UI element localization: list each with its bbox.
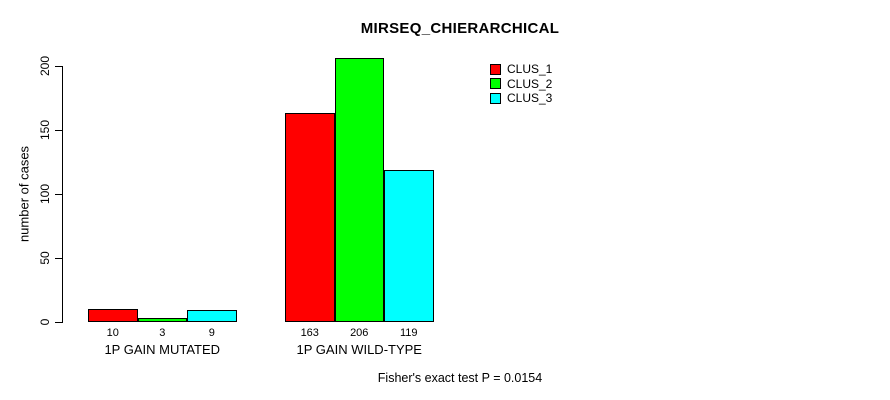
bar-clus_3-group2 — [384, 170, 434, 322]
bar-value-label: 206 — [350, 327, 369, 339]
y-tick-mark — [55, 258, 62, 259]
y-axis-line — [62, 66, 63, 323]
bar-value-label: 119 — [399, 327, 418, 339]
legend: CLUS_1 CLUS_2 CLUS_3 — [490, 62, 552, 106]
bar-value-label: 163 — [300, 327, 319, 339]
y-tick-label: 0 — [38, 318, 52, 326]
bar-value-label: 3 — [159, 327, 166, 339]
bar-clus_1-group1 — [88, 309, 138, 322]
legend-swatch-clus_3 — [490, 92, 501, 104]
chart-title: MIRSEQ_CHIERARCHICAL — [360, 20, 560, 37]
bar-clus_2-group1 — [137, 318, 187, 322]
y-tick-label: 150 — [38, 119, 52, 141]
legend-row: CLUS_2 — [490, 77, 552, 92]
legend-label: CLUS_1 — [507, 62, 553, 77]
stat-annotation: Fisher's exact test P = 0.0154 — [377, 371, 543, 385]
legend-swatch-clus_1 — [490, 63, 501, 75]
category-label: 1P GAIN MUTATED — [104, 342, 221, 357]
y-axis-label: number of cases — [16, 145, 32, 243]
legend-label: CLUS_2 — [507, 76, 553, 91]
legend-label: CLUS_3 — [507, 91, 553, 106]
y-tick-label: 100 — [38, 183, 52, 205]
y-tick-label: 200 — [38, 55, 52, 77]
y-tick-mark — [55, 194, 62, 195]
y-tick-mark — [55, 322, 62, 323]
y-tick-label: 50 — [38, 251, 52, 265]
bar-clus_3-group1 — [187, 310, 237, 322]
bar-clus_2-group2 — [334, 58, 384, 322]
y-tick-mark — [55, 130, 62, 131]
legend-swatch-clus_2 — [490, 78, 501, 90]
bar-clus_1-group2 — [285, 113, 335, 322]
category-label: 1P GAIN WILD-TYPE — [296, 342, 422, 357]
legend-row: CLUS_3 — [490, 91, 552, 106]
y-tick-mark — [55, 66, 62, 67]
legend-row: CLUS_1 — [490, 62, 552, 77]
bar-value-label: 9 — [208, 327, 215, 339]
bar-value-label: 10 — [106, 327, 119, 339]
